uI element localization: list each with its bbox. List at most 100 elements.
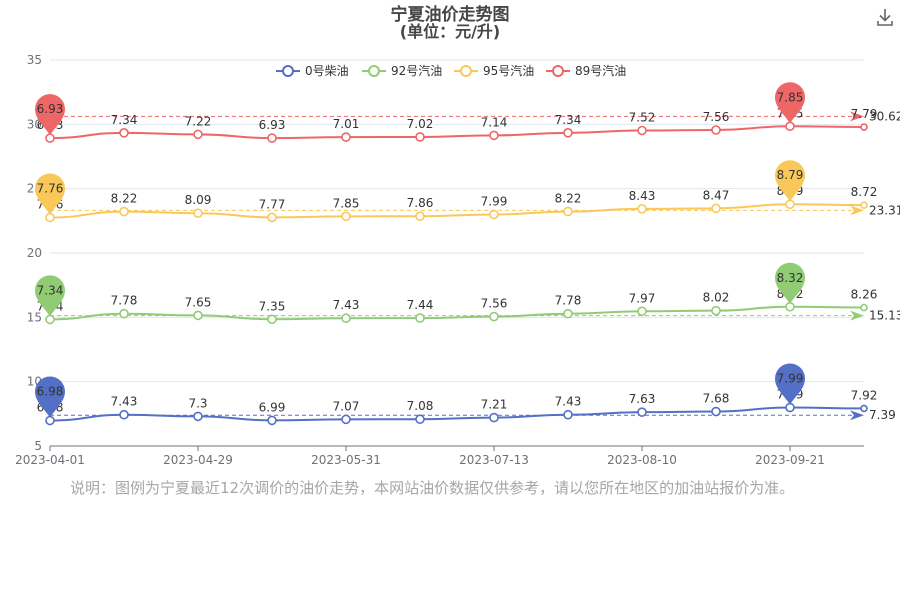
data-point [785,121,795,132]
average-lines: 7.39 15.13 23.31 30.62 [50,109,900,422]
legend-item[interactable]: 92号汽油 [362,63,442,78]
max-min-pins: 6.98 7.99 7.34 8.32 7.76 8.79 6.93 7.85 [35,82,805,418]
y-tick-label: 5 [34,439,42,453]
pin-shape [775,160,805,202]
chart-subtitle: (单位：元/升) [400,22,500,41]
download-icon[interactable] [874,6,896,28]
legend-item[interactable]: 89号汽油 [546,63,626,78]
data-point [563,308,573,319]
data-label: 7.92 [851,388,878,402]
data-point [637,306,647,317]
data-label: 8.43 [629,189,656,203]
chart-title: 宁夏油价走势图 [391,4,510,25]
pin-shape [35,173,65,215]
pin-label: 8.32 [777,271,804,285]
legend-item[interactable]: 95号汽油 [454,63,534,78]
average-label: 30.62 [869,109,900,123]
data-label: 6.93 [259,118,286,132]
footnote: 说明：图例为宁夏最近12次调价的油价走势，本网站油价数据仅供参考，请以您所在地区… [70,479,795,497]
data-point [341,414,351,425]
average-arrow [850,310,864,321]
pin-label: 7.34 [37,283,64,297]
pin-label: 7.76 [37,181,64,195]
data-label: 7.78 [555,294,582,308]
average-arrow [850,410,864,421]
data-label: 7.35 [259,299,286,313]
data-label: 7.77 [259,197,286,211]
data-label: 7.21 [481,398,508,412]
y-tick-label: 20 [27,246,42,260]
data-label: 7.3 [188,396,207,410]
data-point [637,204,647,214]
x-tick-label: 2023-09-21 [755,453,825,467]
y-gridlines [50,59,864,383]
min-pin: 7.34 [35,275,65,317]
pin-label: 6.98 [37,385,64,399]
data-point [341,132,351,142]
data-point [563,128,573,138]
data-point [711,406,721,417]
data-point [489,130,499,141]
legend-label: 89号汽油 [575,63,626,78]
data-point [119,308,129,319]
data-point [341,211,351,222]
pin-shape [775,363,805,405]
data-label: 8.72 [851,185,878,199]
max-pin: 8.79 [775,160,805,202]
pin-label: 7.85 [777,90,804,104]
data-point [415,313,425,323]
data-label: 7.85 [333,196,360,210]
data-point [711,203,721,214]
data-point [637,125,647,136]
series-line [49,406,865,422]
data-label: 7.01 [333,117,360,131]
series-lines [45,121,868,426]
data-label: 6.99 [259,400,286,414]
data-point [45,133,55,143]
pin-shape [775,262,805,304]
legend-label: 92号汽油 [391,63,442,78]
pin-shape [35,94,65,136]
data-point [860,303,868,312]
data-label: 7.78 [111,294,138,308]
data-label: 7.52 [629,111,656,125]
data-point [785,199,795,210]
legend-label: 95号汽油 [483,63,534,78]
pin-label: 7.99 [777,372,804,386]
data-label: 8.22 [111,192,138,206]
data-label: 7.63 [629,392,656,406]
data-label: 7.34 [111,113,138,127]
data-label: 7.43 [555,395,582,409]
data-label: 7.43 [333,298,360,312]
data-point [193,411,203,422]
data-point [267,314,277,325]
data-point [563,409,573,420]
data-label: 7.44 [407,298,434,312]
data-label: 8.26 [851,288,878,302]
average-label: 15.13 [869,309,900,323]
average-label: 23.31 [869,203,900,217]
max-pin: 7.99 [775,363,805,405]
legend[interactable]: 0号柴油 92号汽油 95号汽油 89号汽油 [276,63,626,78]
y-tick-label: 35 [27,53,42,67]
data-point [119,206,129,217]
x-tick-label: 2023-05-31 [311,453,381,467]
data-label: 8.02 [703,291,730,305]
legend-item[interactable]: 0号柴油 [276,64,349,78]
pin-label: 6.93 [37,102,64,116]
average-label: 7.39 [869,408,896,422]
data-point [119,128,129,138]
data-point [415,132,425,142]
data-point [267,415,277,426]
data-label: 7.65 [185,295,212,309]
data-point [785,402,795,413]
data-label: 7.43 [111,395,138,409]
data-label: 7.79 [851,107,878,121]
data-label: 7.14 [481,115,508,129]
data-point [711,305,721,316]
data-point [267,212,277,223]
legend-marker [460,65,472,77]
max-pin: 8.32 [775,262,805,304]
